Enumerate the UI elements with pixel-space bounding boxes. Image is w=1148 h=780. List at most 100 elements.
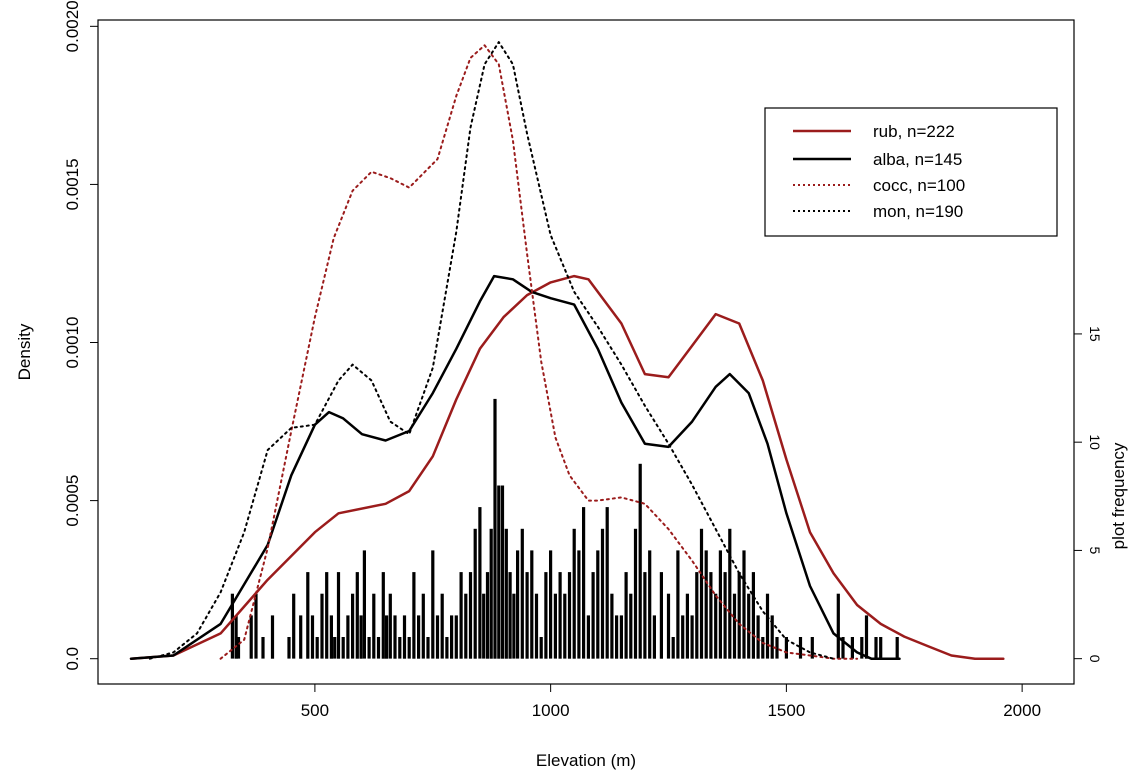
frequency-bar (864, 615, 869, 659)
y-tick-label: 0.0020 (63, 0, 82, 52)
frequency-bar (421, 593, 425, 659)
frequency-bar (372, 593, 376, 659)
frequency-bar (765, 593, 770, 659)
frequency-bar (512, 593, 516, 659)
frequency-bar (500, 485, 505, 659)
frequency-bar (798, 637, 803, 659)
frequency-bar (385, 615, 389, 659)
frequency-bar (874, 637, 878, 659)
frequency-bar (445, 637, 449, 659)
frequency-bar (549, 550, 553, 659)
y2-tick-label: 5 (1087, 547, 1103, 555)
y2-tick-label: 10 (1087, 434, 1103, 450)
secondary-y-axis: 0 5 10 15 (1074, 326, 1103, 663)
y-axis-label: Density (15, 323, 34, 380)
frequency-bar (333, 637, 337, 659)
frequency-bar (737, 572, 741, 659)
frequency-bar (841, 637, 845, 659)
frequency-bar (306, 572, 310, 659)
legend-label-cocc: cocc, n=100 (873, 176, 965, 195)
legend-box (764, 107, 1058, 237)
frequency-bar (751, 572, 755, 659)
frequency-bar (485, 572, 490, 659)
y-tick-label: 0.0010 (63, 317, 82, 369)
frequency-bar (417, 615, 421, 659)
frequency-bar (516, 550, 520, 659)
frequency-bar (591, 572, 595, 659)
frequency-bar (539, 637, 543, 659)
legend-label-mon: mon, n=190 (873, 202, 963, 221)
frequency-bar (671, 637, 675, 659)
frequency-bar (633, 528, 638, 659)
frequency-bar (600, 528, 605, 659)
y2-tick-label: 15 (1087, 326, 1103, 342)
frequency-bar (398, 637, 402, 659)
frequency-bar (681, 615, 685, 659)
frequency-bar (572, 528, 576, 659)
frequency-bar (648, 550, 652, 659)
frequency-bar (659, 572, 663, 659)
frequency-bar (553, 593, 557, 659)
frequency-bar (605, 507, 609, 659)
frequency-bar (381, 572, 385, 659)
frequency-bar (596, 550, 600, 659)
frequency-bar (362, 550, 366, 659)
frequency-bar (504, 528, 508, 659)
legend: rub, n=222 alba, n=145 cocc, n=100 mon, … (764, 107, 1058, 237)
frequency-bar (341, 637, 345, 659)
frequency-bar (454, 615, 458, 659)
frequency-bar (704, 550, 708, 659)
y-axis: 0.0 0.0005 0.0010 0.0015 0.0020 (63, 0, 98, 671)
frequency-bar (761, 637, 765, 659)
frequency-bar (756, 615, 760, 659)
frequency-bar (407, 637, 411, 659)
frequency-bar (860, 637, 864, 659)
frequency-bar (586, 615, 590, 659)
frequency-bar (325, 572, 329, 659)
frequency-bar (473, 528, 477, 659)
frequency-bar (426, 637, 430, 659)
frequency-bar (468, 572, 473, 659)
frequency-bar (464, 593, 468, 659)
frequency-bar (723, 572, 727, 659)
frequency-bar (450, 615, 454, 659)
series-line-cocc (219, 44, 859, 660)
frequency-bar (230, 593, 234, 659)
frequency-bar (287, 637, 291, 659)
frequency-bar (879, 637, 883, 659)
y2-tick-label: 0 (1087, 655, 1103, 663)
frequency-bar (310, 615, 315, 659)
frequency-bar (249, 615, 253, 659)
legend-label-alba: alba, n=145 (873, 150, 962, 169)
frequency-bar (747, 593, 751, 659)
frequency-bar (836, 593, 840, 659)
frequency-bar (440, 593, 444, 659)
frequency-bar (534, 593, 539, 659)
frequency-bar (478, 507, 482, 659)
frequency-bar (558, 572, 562, 659)
frequency-bar (355, 572, 359, 659)
frequency-bar (336, 572, 341, 659)
frequency-bar (732, 593, 737, 659)
frequency-bar (254, 593, 258, 659)
y-tick-label: 0.0015 (63, 158, 82, 210)
density-curves (129, 41, 1005, 660)
frequency-bar (770, 615, 774, 659)
frequency-bar (520, 528, 524, 659)
frequency-bar (234, 615, 238, 659)
frequency-bar (346, 615, 350, 659)
legend-label-rub: rub, n=222 (873, 122, 955, 141)
frequency-bar (508, 572, 512, 659)
frequency-bar (351, 593, 355, 659)
frequency-bar (714, 593, 718, 659)
frequency-bar (784, 637, 788, 659)
frequency-bar (388, 593, 392, 659)
frequency-bar (895, 637, 899, 659)
frequency-bar (619, 615, 623, 659)
frequency-bar (742, 550, 746, 659)
x-tick-label: 1000 (532, 701, 570, 720)
plot-frequency-bars (230, 398, 899, 659)
frequency-bar (402, 615, 407, 659)
frequency-bar (643, 572, 647, 659)
